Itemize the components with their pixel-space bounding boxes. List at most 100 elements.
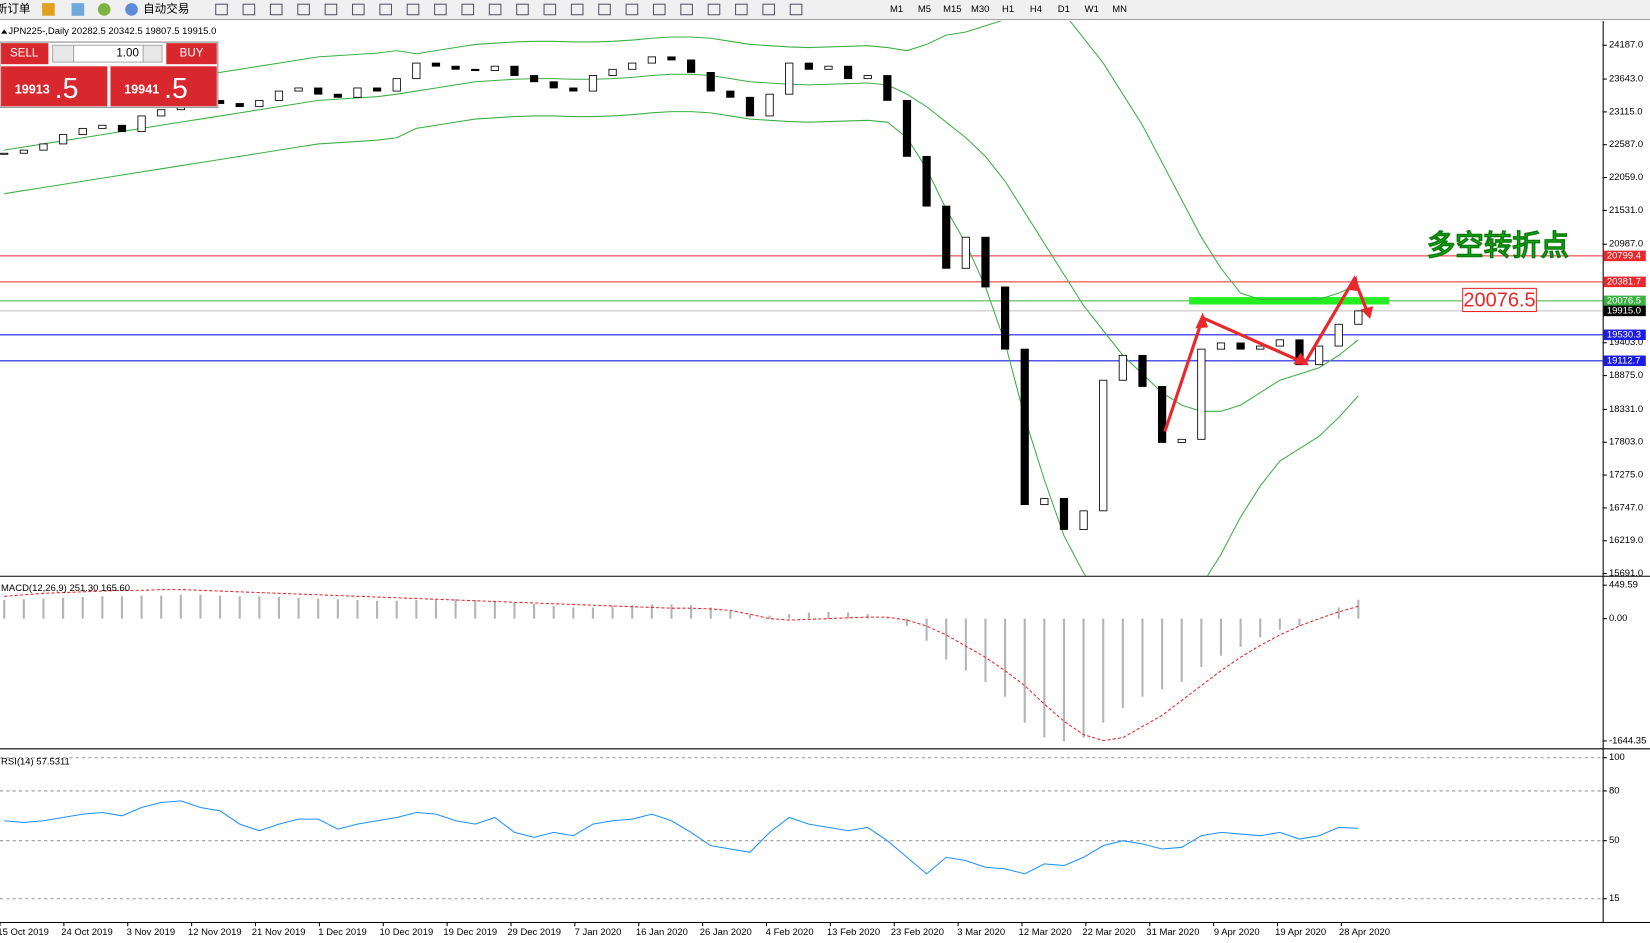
period-button[interactable]: H4 (1030, 4, 1042, 15)
axes: JPN225-,Daily 20282.5 20342.5 19807.5 19… (0, 26, 1646, 938)
candle (39, 143, 48, 151)
candle (922, 155, 931, 207)
tool-icon[interactable] (516, 3, 529, 16)
chart-area (0, 21, 1650, 943)
one-click-trading: SELL 1.00 BUY 19913 .5 19941 .5 (0, 41, 219, 108)
tool-icon[interactable] (379, 3, 392, 16)
tool-icon[interactable] (297, 3, 310, 16)
x-tick-label: 12 Mar 2020 (1019, 927, 1072, 938)
tool-icon[interactable] (351, 3, 365, 16)
tool-icon[interactable] (406, 3, 420, 16)
indicator-title: JPN225-,Daily 20282.5 20342.5 19807.5 19… (8, 26, 216, 37)
buy-price-pips[interactable]: .5 (164, 73, 188, 105)
tool-icon[interactable] (434, 3, 447, 16)
candle (1334, 323, 1343, 347)
period-button[interactable]: M5 (918, 4, 931, 15)
tool-icon[interactable] (652, 3, 666, 16)
candle (78, 127, 87, 136)
period-button[interactable]: MN (1112, 4, 1127, 15)
indicator-title: RSI(14) 57.5311 (1, 756, 70, 767)
candle (1177, 438, 1186, 443)
x-tick-label: 7 Jan 2020 (575, 927, 622, 938)
tool-icon[interactable] (680, 3, 693, 16)
x-tick-label: 12 Nov 2019 (188, 927, 242, 938)
candle (431, 62, 441, 67)
x-tick-label: 10 Dec 2019 (380, 927, 434, 938)
tool-icon[interactable] (735, 3, 748, 16)
icon[interactable] (71, 3, 85, 16)
y-tick-label: 23115.0 (1609, 106, 1643, 117)
candle (863, 75, 872, 80)
period-button[interactable]: D1 (1058, 4, 1070, 15)
tool-icon[interactable] (598, 3, 611, 16)
candle (294, 87, 303, 92)
tool-icon[interactable] (789, 3, 803, 16)
candle (883, 75, 892, 101)
period-button[interactable]: H1 (1002, 4, 1014, 15)
tool-icon[interactable] (707, 3, 721, 16)
tool-icon[interactable] (625, 3, 639, 16)
x-tick-label: 28 Apr 2020 (1339, 927, 1390, 938)
tool-icon[interactable] (762, 3, 776, 16)
tool-icon[interactable] (215, 3, 228, 16)
x-tick-label: 13 Feb 2020 (827, 927, 880, 938)
lot-value[interactable]: 1.00 (116, 48, 139, 60)
candle (1157, 386, 1167, 443)
candle (942, 205, 951, 269)
sell-price[interactable]: 19913 (15, 83, 50, 97)
candle (961, 236, 970, 269)
candle (137, 115, 146, 132)
buy-price-box[interactable] (110, 66, 217, 107)
x-tick-label: 9 Apr 2020 (1214, 927, 1260, 938)
autotrade-icon[interactable] (125, 3, 138, 16)
candle (490, 65, 499, 71)
tool-icon[interactable] (461, 3, 475, 16)
buy-price[interactable]: 19941 (124, 83, 159, 97)
x-tick-label: 16 Jan 2020 (636, 927, 688, 938)
rsi-panel (0, 757, 1603, 900)
candle (157, 109, 166, 117)
sell-price-pips[interactable]: .5 (55, 73, 79, 105)
period-button[interactable]: M30 (971, 4, 989, 15)
buy-button[interactable] (166, 43, 217, 65)
sell-price-box[interactable] (1, 66, 108, 107)
tool-icon[interactable] (543, 3, 557, 16)
autotrade-button[interactable]: 自动交易 (143, 2, 189, 16)
period-button[interactable]: M15 (943, 4, 961, 15)
y-tick-label: 22587.0 (1609, 139, 1643, 150)
buy-label[interactable]: BUY (180, 48, 204, 60)
candle (667, 56, 676, 61)
tool-icon[interactable] (324, 3, 338, 16)
icon[interactable] (97, 3, 111, 16)
sell-label[interactable]: SELL (10, 48, 39, 60)
lot-down[interactable] (52, 44, 75, 63)
sell-button[interactable] (1, 43, 49, 65)
lot-up[interactable] (142, 44, 163, 63)
macd-panel (3, 589, 1360, 742)
x-tick-label: 15 Oct 2019 (0, 927, 49, 938)
level-label-bg (1603, 276, 1646, 288)
candle (824, 65, 833, 70)
candle (1256, 345, 1265, 350)
y-tick-label: 449.59 (1609, 580, 1638, 591)
period-button[interactable]: M1 (890, 4, 903, 15)
level-label: 19915.0 (1607, 305, 1641, 316)
icon[interactable] (42, 3, 55, 16)
candle (314, 87, 323, 95)
tool-icon[interactable] (570, 3, 584, 16)
candle (1354, 310, 1363, 325)
period-button[interactable]: W1 (1085, 4, 1099, 15)
y-tick-label: 20987.0 (1609, 239, 1643, 250)
level-label: 19112.7 (1607, 355, 1641, 366)
level-label: 20076.5 (1607, 295, 1641, 306)
tool-icon[interactable] (488, 3, 502, 16)
new-order-button[interactable]: 新订单 (0, 2, 30, 16)
tool-icon[interactable] (242, 3, 256, 16)
tool-icon[interactable] (269, 3, 283, 16)
candle (451, 65, 460, 70)
candle (1138, 354, 1147, 387)
candle (608, 68, 617, 76)
x-tick-label: 4 Feb 2020 (766, 927, 814, 938)
